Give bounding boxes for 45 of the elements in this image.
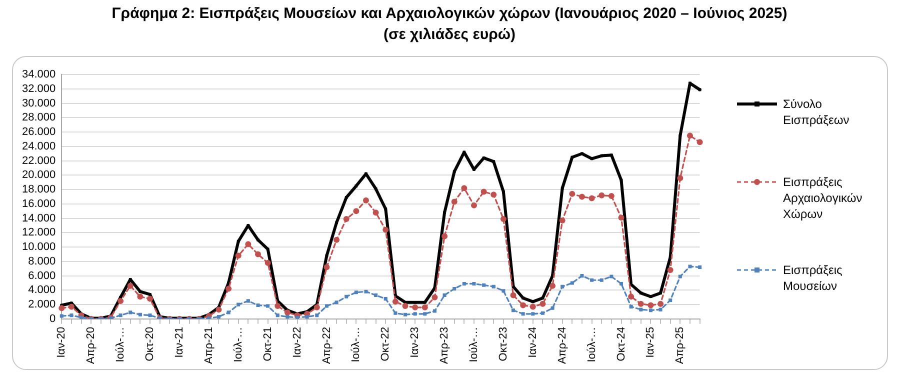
x-tick-label: Οκτ-24 xyxy=(615,326,628,362)
x-tick-label: Οκτ-21 xyxy=(262,326,274,362)
y-tick-label: 16.000 xyxy=(22,198,56,210)
x-tick-label: Απρ-23 xyxy=(438,326,451,364)
y-tick-label: 10.000 xyxy=(22,241,56,254)
x-tick-label: Οκτ-22 xyxy=(380,326,392,362)
x-tick-label: Ιούλ-… xyxy=(232,326,244,362)
x-tick-label: Απρ-22 xyxy=(320,326,333,364)
x-tick-label: Ιούλ-… xyxy=(468,326,480,362)
y-tick-label: 28.000 xyxy=(22,112,56,124)
y-tick-label: 20.000 xyxy=(22,169,56,182)
chart-title: Γράφημα 2: Εισπράξεις Μουσείων και Αρχαιολογικών χώρων (Ιανουάριος 2020 – Ιούνιος 2025) xyxy=(110,4,788,24)
x-tick-label: Ιούλ-… xyxy=(350,326,362,362)
y-tick-label: 32.000 xyxy=(22,83,56,96)
x-tick-label: Οκτ-23 xyxy=(497,326,510,362)
legend-label: Σύνολο Εισπράξεων xyxy=(783,96,850,128)
y-tick-label: 22.000 xyxy=(22,154,56,167)
x-tick-label: Ιαν-20 xyxy=(56,326,68,358)
y-tick-label: 34.000 xyxy=(22,68,56,81)
x-tick-label: Ιαν-24 xyxy=(526,326,539,358)
y-tick-label: 18.000 xyxy=(22,184,56,196)
chart-subtitle: (σε χιλιάδες ευρώ) xyxy=(382,25,517,45)
legend-label: Εισπράξεις Μουσείων xyxy=(783,262,844,294)
y-tick-label: 8.000 xyxy=(28,255,56,268)
x-tick-label: Ιούλ-… xyxy=(586,326,598,362)
x-tick-label: Ιούλ-… xyxy=(114,326,127,362)
legend-label: Εισπράξεις Αρχαιολογικών Χώρων xyxy=(783,174,864,222)
x-tick-label: Ιαν-22 xyxy=(291,326,304,358)
y-tick-label: 12.000 xyxy=(22,226,56,239)
x-tick-label: Ιαν-23 xyxy=(409,326,422,358)
x-tick-label: Απρ-20 xyxy=(85,326,98,364)
x-tick-label: Ιαν-25 xyxy=(644,326,657,358)
y-tick-label: 30.000 xyxy=(22,97,56,110)
x-tick-label: Απρ-24 xyxy=(556,326,568,364)
y-tick-label: 26.000 xyxy=(22,126,56,138)
y-tick-label: 0 xyxy=(50,312,56,325)
x-tick-label: Απρ-21 xyxy=(202,326,215,364)
x-tick-label: Οκτ-20 xyxy=(144,326,156,362)
y-tick-label: 2.000 xyxy=(28,298,56,311)
x-tick-label: Απρ-25 xyxy=(674,326,686,364)
y-tick-label: 6.000 xyxy=(28,270,56,282)
x-tick-label: Ιαν-21 xyxy=(173,326,186,358)
y-tick-label: 4.000 xyxy=(28,284,56,296)
y-tick-label: 24.000 xyxy=(22,140,56,152)
y-tick-label: 14.000 xyxy=(22,212,56,224)
